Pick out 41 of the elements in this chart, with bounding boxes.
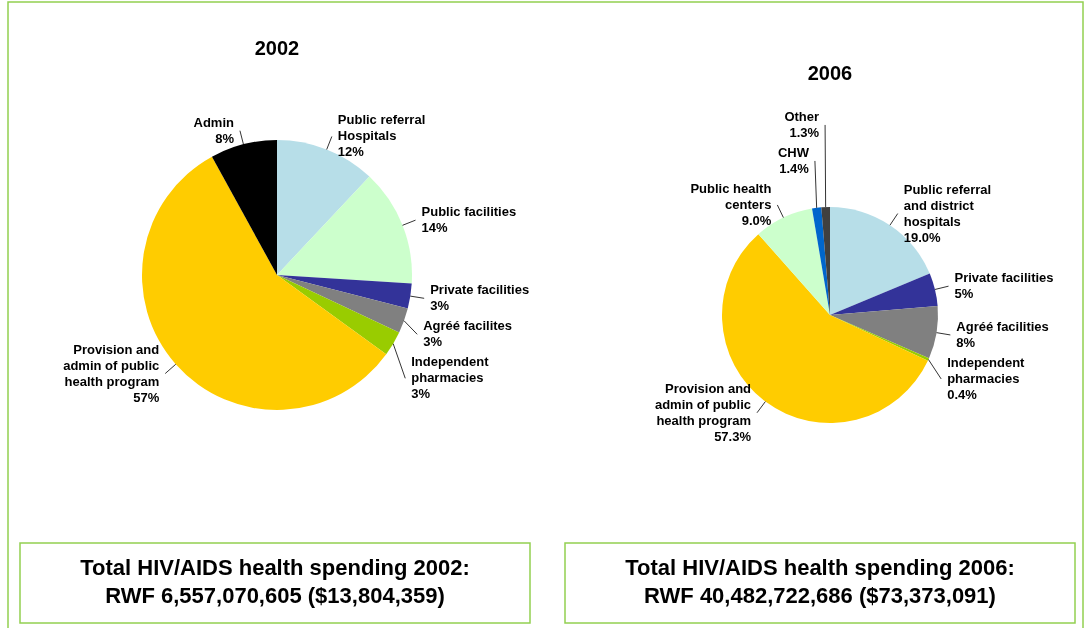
data-label: 57.3% [714,428,752,444]
text: Total HIV/AIDS health spending 2006: RWF 40,482,722,686 ($73,373,091) [625,555,1015,608]
pie-slice [830,273,938,315]
pie-slice [277,275,408,333]
slice-label: Other [784,108,820,124]
data-label: 3% [423,334,443,350]
data-label: 19.0% [903,229,942,245]
data-label: 0.4% [947,386,978,402]
slice-label: Private facilities [430,282,530,298]
data-label: 8% [215,130,235,146]
data-label: 1.3% [789,124,820,140]
slice-label: Public referral Hospitals [337,112,426,144]
chart-title: 2006 [807,62,853,84]
pie-slice [277,176,412,284]
slice-label: Independent pharmacies [411,354,490,386]
slice-label: Public referral and district hospitals [903,181,992,229]
data-label: 3% [411,386,431,402]
data-label: 1.4% [779,160,810,176]
text: Total HIV/AIDS health spending 2002: RWF 6,557,070,605 ($13,804,359) [80,555,470,608]
data-label: 8% [956,334,976,350]
slice-label: Provision and admin of public health program [654,380,752,428]
chart-title: 2002 [254,37,300,59]
slice-label: Provision and admin of public health program [63,341,160,389]
data-label: 9.0% [741,212,772,228]
pie-slice [830,305,938,359]
slice-label: CHW [777,144,810,160]
pie-slice [812,207,830,315]
pie-slice [277,275,400,355]
slice-label: Public health centers [690,180,772,212]
data-label: 57% [133,389,160,405]
data-label: 5% [954,286,974,302]
pie-slice [277,275,412,309]
slice-label: Admin [193,114,234,130]
data-label: 3% [430,298,450,314]
slice-label: Agréé facilites [423,318,513,334]
slice-label: Public facilities [421,204,517,220]
slice-label: Agréé facilities [956,318,1049,334]
data-label: 12% [337,144,365,160]
slice-label: Private facilities [954,270,1054,286]
data-label: 14% [421,220,448,236]
slice-label: Independent pharmacies [947,354,1026,386]
